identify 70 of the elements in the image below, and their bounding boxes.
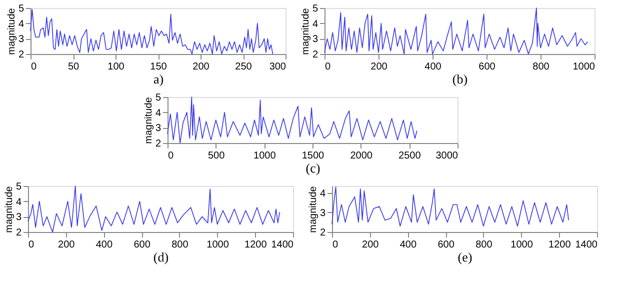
x-axis-title: a) — [153, 72, 164, 86]
x-tick-label: 1400 — [271, 240, 294, 250]
y-tick-label: 4 — [155, 108, 162, 119]
x-tick-label: 800 — [476, 240, 493, 250]
x-tick-label: 1200 — [548, 240, 572, 250]
line-series — [30, 9, 274, 54]
x-tick-label: 1000 — [254, 150, 276, 162]
x-tick-label: 1000 — [510, 240, 534, 250]
x-tick-label: 1000 — [572, 62, 596, 72]
y-axis-title: magnitude — [6, 8, 18, 55]
y-tick-label: 4 — [16, 196, 22, 208]
x-tick-label: 0 — [168, 150, 174, 162]
y-tick-label: 3 — [16, 212, 22, 224]
y-tick-label: 2 — [16, 228, 22, 238]
x-tick-label: 50 — [68, 62, 80, 72]
y-tick-label: 4 — [312, 18, 318, 30]
x-tick-label: 200 — [362, 240, 380, 250]
y-tick-label: 3 — [155, 123, 162, 134]
line-series — [324, 8, 588, 54]
x-tick-label: 0 — [31, 62, 37, 72]
y-axis-title: magnitude — [300, 8, 312, 55]
line-series — [332, 186, 570, 227]
x-tick-label: 1400 — [575, 240, 598, 250]
x-axis-title: (e) — [458, 250, 472, 264]
y-tick-label: 5 — [16, 182, 22, 192]
x-tick-label: 400 — [96, 240, 113, 250]
y-tick-label: 2 — [320, 228, 326, 238]
x-tick-label: 2000 — [350, 150, 373, 162]
x-tick-label: 3000 — [436, 150, 458, 162]
x-tick-label: 400 — [424, 62, 442, 72]
y-tick-label: 5 — [155, 92, 162, 104]
y-axis-title: magnitude — [143, 96, 154, 144]
x-tick-label: 250 — [235, 62, 252, 72]
x-tick-label: 600 — [134, 240, 151, 250]
y-axis-title: magnitude — [308, 186, 319, 233]
y-tick-label: 2 — [155, 138, 162, 150]
x-tick-label: 1200 — [244, 240, 268, 250]
y-tick-label: 4 — [18, 18, 24, 30]
y-tick-label: 3 — [312, 34, 318, 46]
y-tick-label: 4 — [320, 188, 326, 200]
x-tick-label: 600 — [438, 240, 455, 250]
y-tick-label: 3 — [320, 208, 326, 219]
x-tick-label: 0 — [332, 240, 338, 250]
x-tick-label: 400 — [400, 240, 417, 250]
x-tick-label: 150 — [150, 62, 168, 72]
y-tick-label: 3 — [18, 34, 24, 46]
x-tick-label: 800 — [172, 240, 189, 250]
x-tick-label: 0 — [28, 240, 34, 250]
x-axis-title: (d) — [153, 250, 169, 264]
x-tick-label: 500 — [208, 150, 226, 162]
x-tick-label: 600 — [478, 62, 496, 72]
y-tick-label: 5 — [18, 4, 24, 14]
x-tick-label: 800 — [532, 62, 550, 72]
x-tick-label: 200 — [192, 62, 210, 72]
x-tick-label: 200 — [370, 62, 388, 72]
x-tick-label: 0 — [325, 62, 331, 72]
y-tick-label: 2 — [312, 50, 318, 60]
x-tick-label: 2500 — [398, 150, 422, 162]
x-axis-title: (b) — [452, 72, 468, 86]
x-tick-label: 300 — [269, 62, 286, 72]
line-series — [28, 186, 280, 232]
x-axis-title: (c) — [306, 160, 320, 176]
x-tick-label: 200 — [58, 240, 76, 250]
x-tick-label: 1500 — [302, 150, 325, 162]
x-tick-label: 1000 — [206, 240, 230, 250]
line-series — [167, 96, 418, 144]
y-tick-label: 5 — [312, 4, 318, 14]
y-tick-label: 2 — [18, 50, 24, 60]
y-axis-title: magnitude — [4, 186, 15, 233]
x-tick-label: 100 — [108, 62, 125, 72]
